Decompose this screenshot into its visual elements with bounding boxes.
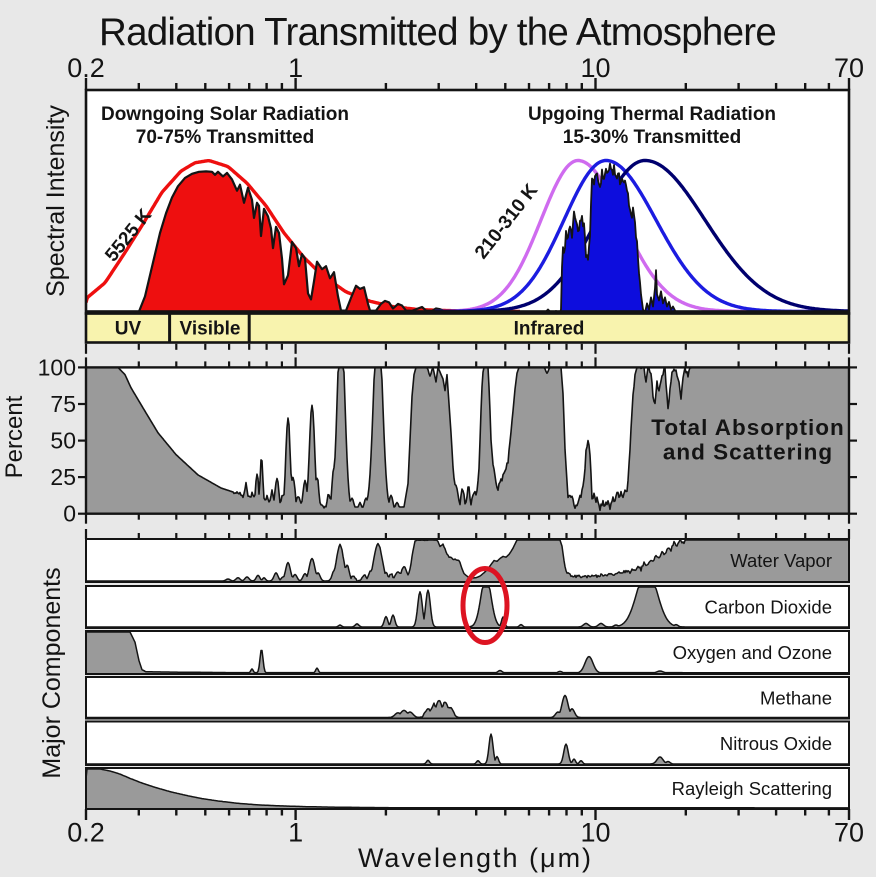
svg-text:25: 25 [50, 464, 76, 490]
svg-text:10: 10 [581, 818, 611, 848]
svg-text:100: 100 [38, 354, 76, 380]
svg-text:0.2: 0.2 [67, 818, 105, 848]
svg-text:Total Absorption: Total Absorption [651, 415, 844, 440]
svg-text:70: 70 [834, 818, 864, 848]
svg-text:Radiation Transmitted by the A: Radiation Transmitted by the Atmosphere [99, 11, 776, 54]
svg-text:75: 75 [50, 391, 76, 417]
svg-text:Carbon Dioxide: Carbon Dioxide [704, 597, 832, 618]
svg-text:Major Components: Major Components [38, 567, 66, 778]
svg-text:Methane: Methane [760, 687, 832, 708]
svg-text:Oxygen and Ozone: Oxygen and Ozone [673, 642, 832, 663]
svg-text:Rayleigh Scattering: Rayleigh Scattering [672, 778, 832, 799]
svg-text:70-75% Transmitted: 70-75% Transmitted [136, 127, 314, 148]
svg-text:10: 10 [581, 53, 611, 83]
svg-text:UV: UV [115, 319, 142, 340]
svg-text:Percent: Percent [1, 395, 28, 478]
svg-text:Wavelength (μm): Wavelength (μm) [358, 843, 593, 873]
svg-text:1: 1 [288, 53, 303, 83]
svg-text:50: 50 [50, 428, 76, 454]
svg-text:0: 0 [63, 501, 76, 527]
svg-text:70: 70 [834, 53, 864, 83]
svg-text:0.2: 0.2 [67, 53, 105, 83]
svg-text:Visible: Visible [180, 319, 241, 340]
svg-text:15-30% Transmitted: 15-30% Transmitted [563, 127, 741, 148]
svg-text:Infrared: Infrared [514, 319, 585, 340]
svg-text:Nitrous Oxide: Nitrous Oxide [720, 733, 832, 754]
svg-text:Downgoing Solar Radiation: Downgoing Solar Radiation [101, 104, 349, 125]
svg-text:Water Vapor: Water Vapor [730, 550, 832, 571]
svg-text:1: 1 [288, 818, 303, 848]
svg-text:Spectral Intensity: Spectral Intensity [42, 105, 70, 297]
svg-text:and Scattering: and Scattering [663, 440, 833, 465]
svg-text:Upgoing Thermal Radiation: Upgoing Thermal Radiation [528, 104, 776, 125]
